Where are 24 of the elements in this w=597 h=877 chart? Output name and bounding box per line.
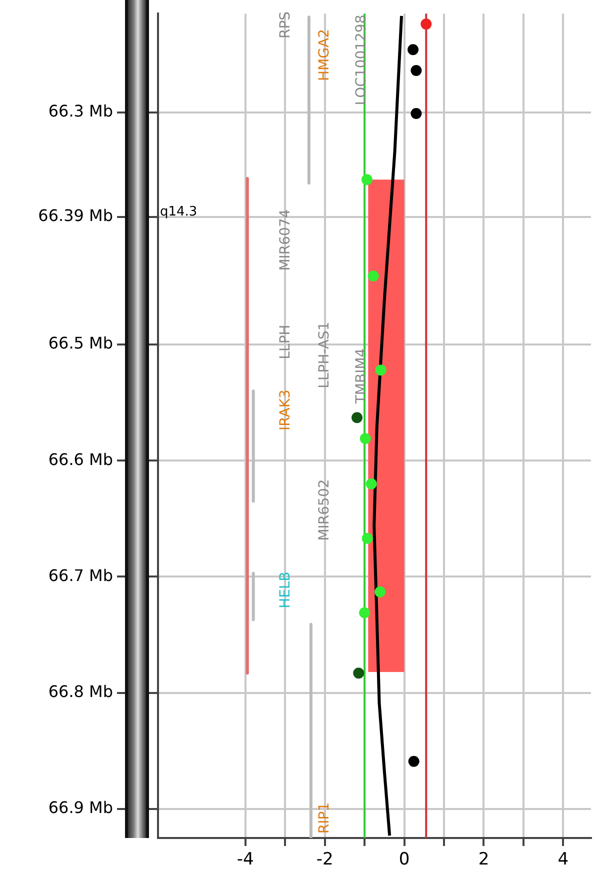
- x-tick-label: -4: [236, 850, 254, 870]
- annotation: IRAK3: [278, 390, 294, 430]
- x-tick-label: 0: [398, 850, 410, 870]
- annotation: MIR6074: [278, 209, 294, 271]
- y-tick-label: 66.3 Mb: [48, 101, 113, 120]
- y-tick-label: 66.9 Mb: [48, 798, 113, 818]
- annotation: LOC1001298: [354, 14, 370, 106]
- annotation: HMGA2: [316, 29, 333, 81]
- annotation: LLPH: [278, 324, 294, 360]
- y-tick-label: 66.5 Mb: [48, 334, 113, 353]
- x-tick-label: 4: [558, 850, 569, 870]
- y-tick-label: 66.39 Mb: [38, 206, 113, 225]
- annotation: TMBIM4: [354, 348, 370, 405]
- y-tick-label: 66.8 Mb: [48, 682, 113, 702]
- y-tick-label: 66.6 Mb: [48, 450, 113, 469]
- annotation: q14.3: [160, 204, 198, 220]
- x-tick-label: -2: [316, 850, 334, 870]
- x-tick-label: 2: [478, 850, 490, 870]
- annotation: HELB: [278, 572, 294, 608]
- annotation: LLPH-AS1: [316, 322, 333, 388]
- annotation: MIR6502: [316, 479, 333, 541]
- annotation: RPS: [278, 11, 294, 39]
- y-tick-label: 66.7 Mb: [48, 566, 113, 585]
- annotation: RIP1: [316, 802, 333, 834]
